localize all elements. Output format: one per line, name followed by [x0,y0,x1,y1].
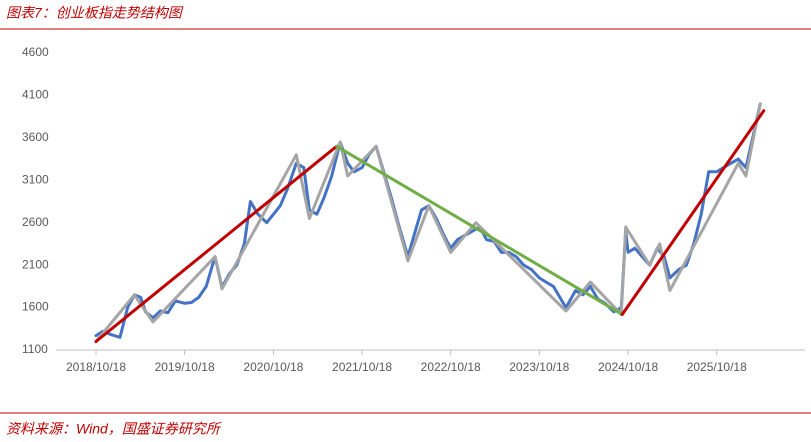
x-tick-label: 2018/10/18 [66,360,126,374]
series-line [335,144,624,316]
y-tick-label: 1100 [22,342,48,356]
y-tick-label: 2100 [22,257,49,271]
y-tick-label: 1600 [22,300,49,314]
y-tick-label: 3100 [22,172,49,186]
series-line [94,102,762,343]
y-tick-label: 2600 [22,215,49,229]
series-line [94,144,339,343]
x-tick-label: 2023/10/18 [509,360,569,374]
x-tick-label: 2022/10/18 [421,360,481,374]
source-note: 资料来源：Wind，国盛证券研究所 [6,421,222,437]
x-tick-label: 2021/10/18 [332,360,392,374]
x-tick-label: 2025/10/18 [687,360,747,374]
series-line [620,109,766,316]
series-line [94,102,762,339]
chart-title: 图表7：创业板指走势结构图 [6,5,184,21]
y-tick-label: 4600 [22,45,49,59]
y-tick-label: 3600 [22,130,49,144]
x-tick-label: 2024/10/18 [598,360,658,374]
y-tick-label: 4100 [22,88,49,102]
x-tick-label: 2019/10/18 [155,360,215,374]
x-tick-label: 2020/10/18 [243,360,303,374]
